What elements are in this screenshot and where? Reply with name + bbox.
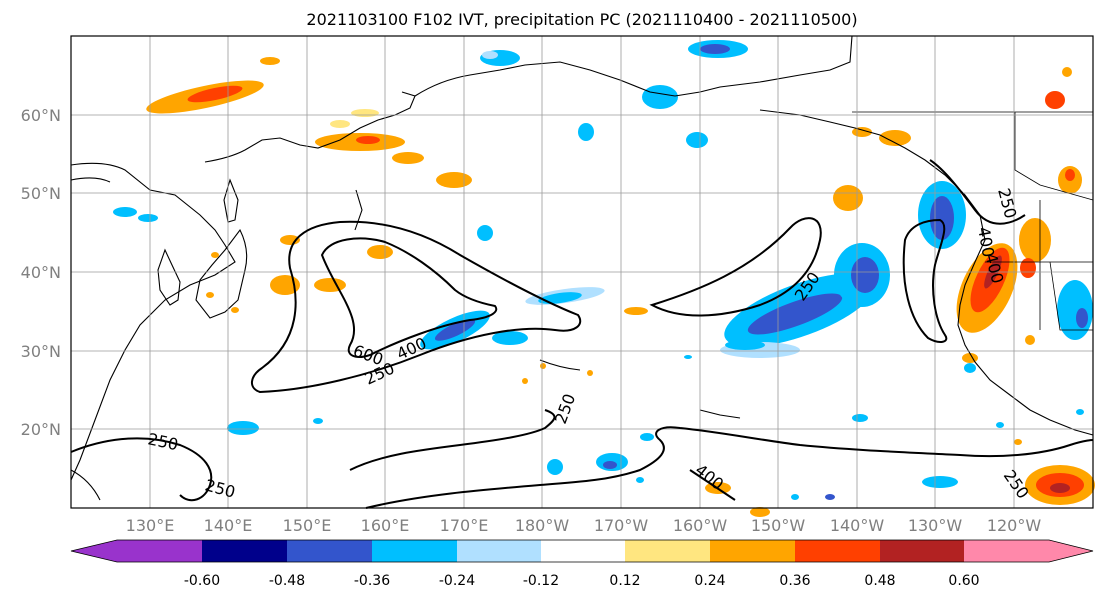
lon-tick-label: 170°E [440,516,489,535]
latitude-axis: 60°N 50°N 40°N 30°N 20°N [21,106,61,439]
colorbar-segment [880,540,964,562]
colorbar-segment [457,540,541,562]
lon-tick-label: 120°W [987,516,1042,535]
colorbar-tick-label: 0.12 [609,573,640,589]
lon-tick-label: 170°W [594,516,649,535]
lon-tick-label: 160°E [361,516,410,535]
colorbar-tick-label: 0.48 [864,573,895,589]
lat-tick-label: 60°N [21,106,61,125]
map-panel: 250 400 600 400 250 250 250 250 400 250 … [70,35,1095,517]
colorbar-segment [964,540,1049,562]
ivt-contours [70,159,1094,509]
colorbar-segment [372,540,457,562]
colorbar-tick-label: 0.24 [694,573,725,589]
colorbar-segment [202,540,287,562]
lon-tick-label: 130°E [126,516,175,535]
longitude-axis: 130°E 140°E 150°E 160°E 170°E 180°W 170°… [126,516,1042,535]
colorbar-tick-label: -0.36 [354,573,390,589]
political-borders [852,111,1094,331]
lat-tick-label: 20°N [21,420,61,439]
coastlines [70,35,1094,501]
colorbar-tick-label: 0.60 [948,573,979,589]
colorbar-segment [287,540,372,562]
colorbar-over-arrow [1049,540,1093,562]
colorbar-tick-label: -0.24 [439,573,475,589]
colorbar-segment [795,540,880,562]
map-title: 2021103100 F102 IVT, precipitation PC (2… [306,10,857,29]
gridlines [71,36,1093,508]
colorbar: -0.60 -0.48 -0.36 -0.24 -0.12 0.12 0.24 … [70,539,1094,589]
colorbar-tick-label: -0.60 [184,573,220,589]
colorbar-under-arrow [71,540,117,562]
lat-tick-label: 30°N [21,342,61,361]
lon-tick-label: 150°W [751,516,806,535]
colorbar-tick-label: 0.36 [779,573,810,589]
lon-tick-label: 150°E [283,516,332,535]
colorbar-segment [541,540,625,562]
colorbar-tick-label: -0.12 [523,573,559,589]
lon-tick-label: 160°W [673,516,728,535]
lon-tick-label: 180°W [515,516,570,535]
colorbar-tick-label: -0.48 [269,573,305,589]
lat-tick-label: 40°N [21,263,61,282]
lon-tick-label: 140°W [830,516,885,535]
colorbar-segment [710,540,795,562]
colorbar-segment [625,540,710,562]
lon-tick-label: 130°W [908,516,963,535]
colorbar-segment [117,540,202,562]
lat-tick-label: 50°N [21,184,61,203]
lon-tick-label: 140°E [204,516,253,535]
